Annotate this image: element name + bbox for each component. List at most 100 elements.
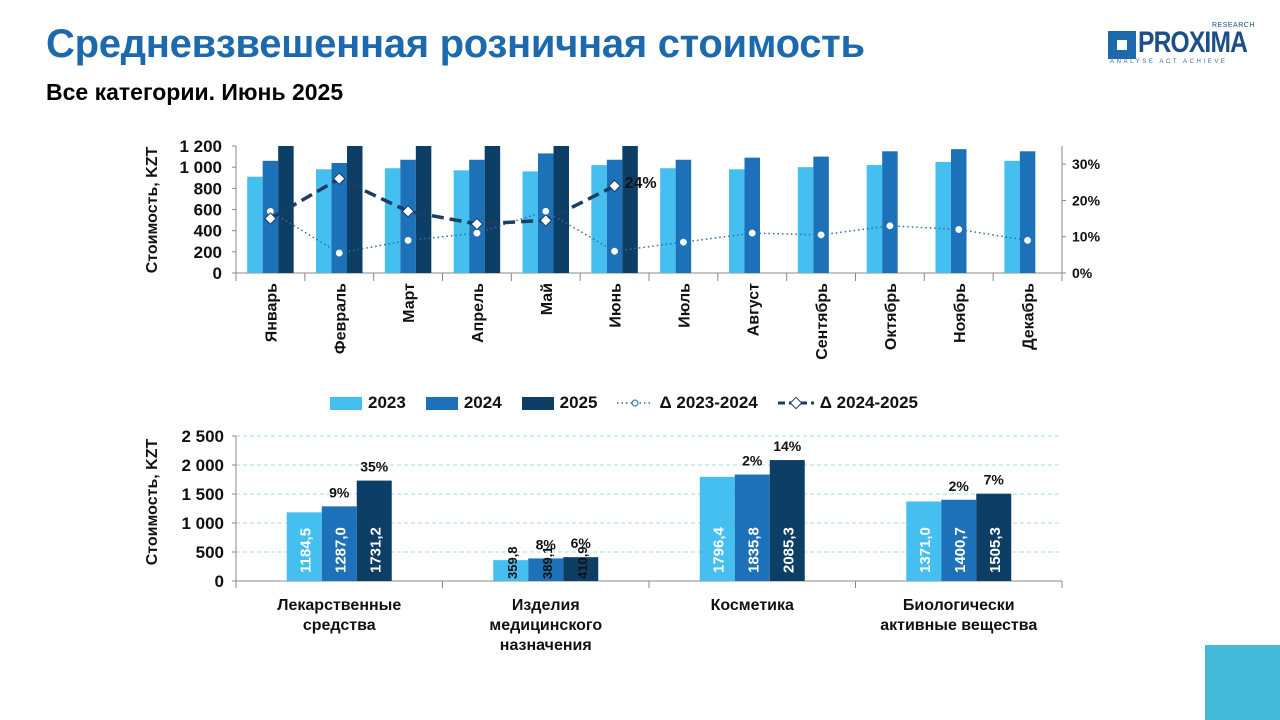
x-tick-label: Сентябрь — [814, 283, 831, 360]
x-tick-label: Биологически активные вещества — [880, 597, 1037, 634]
growth-label: 7% — [984, 472, 1005, 488]
data-label: 1731,2 — [367, 527, 384, 573]
marker-delta-2024-2025 — [332, 172, 346, 186]
bar-2025 — [976, 493, 1012, 581]
y-tick-label: 2 000 — [181, 456, 224, 475]
x-tick-label: Лекарственные средства — [277, 597, 401, 634]
bar-2025 — [553, 146, 569, 273]
logo-square-icon — [1108, 31, 1136, 59]
bar-2024 — [675, 159, 692, 273]
bar-2023 — [729, 169, 745, 273]
data-label: 1796,4 — [710, 526, 727, 573]
marker-delta-2023-2024 — [611, 247, 619, 255]
line-delta-2023-2024 — [270, 210, 1028, 254]
x-tick-label: Май — [539, 283, 556, 315]
chart-legend: 2023 2024 2025 Δ 2023-2024 Δ 2024-2025 — [330, 393, 938, 413]
marker-delta-2023-2024 — [1024, 236, 1032, 244]
y-axis-title: Стоимость, KZT — [144, 147, 161, 274]
growth-label: 14% — [773, 438, 802, 454]
monthly-price-chart: 0 200 400 600 800 1 000 1 200 0% 10% 20% 30% Стоимо… — [144, 137, 1101, 360]
legend-item: 2024 — [425, 393, 502, 413]
growth-label: 8% — [536, 536, 557, 552]
legend-label: 2023 — [368, 393, 406, 412]
bar-2023 — [493, 560, 529, 581]
data-label: 389,1 — [540, 546, 555, 579]
page-subtitle: Все категории. Июнь 2025 — [46, 79, 344, 105]
bar-2025 — [278, 146, 294, 273]
corner-accent — [1205, 645, 1280, 720]
bar-2024 — [331, 162, 347, 273]
data-label: 1287,0 — [332, 527, 349, 573]
y2-tick-label: 0% — [1072, 265, 1093, 281]
bar-2025 — [347, 146, 363, 273]
marker-delta-2023-2024 — [679, 238, 687, 246]
bar-2025 — [622, 146, 638, 273]
bar-2024 — [1019, 151, 1036, 273]
y2-tick-label: 20% — [1072, 192, 1101, 208]
x-tick-label: Октябрь — [883, 283, 900, 350]
data-label: 1184,5 — [297, 528, 314, 573]
legend-label: 2024 — [463, 393, 502, 412]
x-tick-label: Изделия медицинского назначения — [489, 597, 602, 654]
legend-swatch — [425, 396, 458, 410]
legend-item: 2023 — [330, 393, 406, 413]
bar-2023 — [797, 167, 814, 273]
legend-dashed-line-icon — [777, 397, 814, 409]
bar-2023 — [453, 170, 470, 273]
y-axis-title: Стоимость, KZT — [144, 439, 161, 566]
bar-2025 — [563, 557, 599, 581]
marker-delta-2023-2024 — [817, 231, 825, 239]
marker-delta-2024-2025 — [401, 204, 415, 218]
bar-2023 — [906, 501, 942, 581]
y-tick-label: 1 500 — [181, 485, 224, 504]
bar-2023 — [699, 476, 735, 581]
marker-delta-2023-2024 — [955, 226, 963, 233]
bar-2023 — [1004, 160, 1020, 273]
y-tick-label: 200 — [194, 243, 222, 262]
marker-delta-2024-2025 — [539, 214, 553, 227]
x-tick-label: Косметика — [711, 597, 794, 614]
y2-tick-label: 30% — [1072, 156, 1101, 172]
bar-2024 — [734, 474, 770, 581]
page-title: Средневзвешенная розничная стоимость — [46, 22, 865, 66]
bar-2025 — [415, 146, 432, 273]
legend-swatch — [521, 396, 554, 410]
bar-2024 — [528, 558, 564, 581]
bar-2024 — [469, 159, 485, 273]
logo-tagline: ANALYSE ACT ACHIEVE — [1110, 59, 1228, 65]
data-label: 2085,3 — [780, 527, 797, 573]
x-tick-label: Июнь — [608, 283, 625, 328]
bar-2023 — [866, 165, 883, 273]
y-tick-label: 400 — [194, 222, 222, 241]
marker-delta-2023-2024 — [335, 249, 343, 257]
x-tick-label: Февраль — [332, 283, 349, 354]
bar-2025 — [769, 460, 805, 581]
logo-brand: PROXIMA — [1138, 26, 1248, 59]
proxima-logo: PROXIMA RESEARCH ANALYSE ACT ACHIEVE — [1108, 22, 1258, 68]
data-label: 359,8 — [505, 546, 520, 579]
annotation-label: 24% — [625, 175, 657, 192]
growth-label: 6% — [571, 535, 592, 551]
marker-delta-2024-2025 — [608, 179, 621, 193]
x-tick-label: Март — [401, 283, 418, 323]
growth-label: 35% — [360, 459, 389, 475]
data-label: 1400,7 — [952, 527, 969, 573]
x-tick-label: Январь — [263, 283, 280, 342]
legend-item: Δ 2024-2025 — [777, 393, 918, 413]
growth-label: 2% — [949, 478, 970, 494]
y-tick-label: 1 000 — [181, 514, 224, 533]
legend-item: 2025 — [521, 393, 597, 413]
data-label: 410,9 — [575, 546, 590, 579]
y-tick-label: 800 — [194, 179, 222, 198]
bar-2025 — [356, 480, 392, 581]
x-tick-label: Август — [745, 283, 762, 336]
y-tick-label: 1 200 — [179, 137, 222, 156]
bar-2023 — [591, 165, 607, 273]
marker-delta-2023-2024 — [404, 236, 412, 244]
legend-label: Δ 2023-2024 — [659, 393, 758, 412]
legend-swatch — [330, 396, 362, 410]
x-tick-label: Июль — [676, 283, 693, 328]
y-tick-label: 0 — [215, 572, 224, 591]
legend-label: Δ 2024-2025 — [819, 393, 918, 412]
